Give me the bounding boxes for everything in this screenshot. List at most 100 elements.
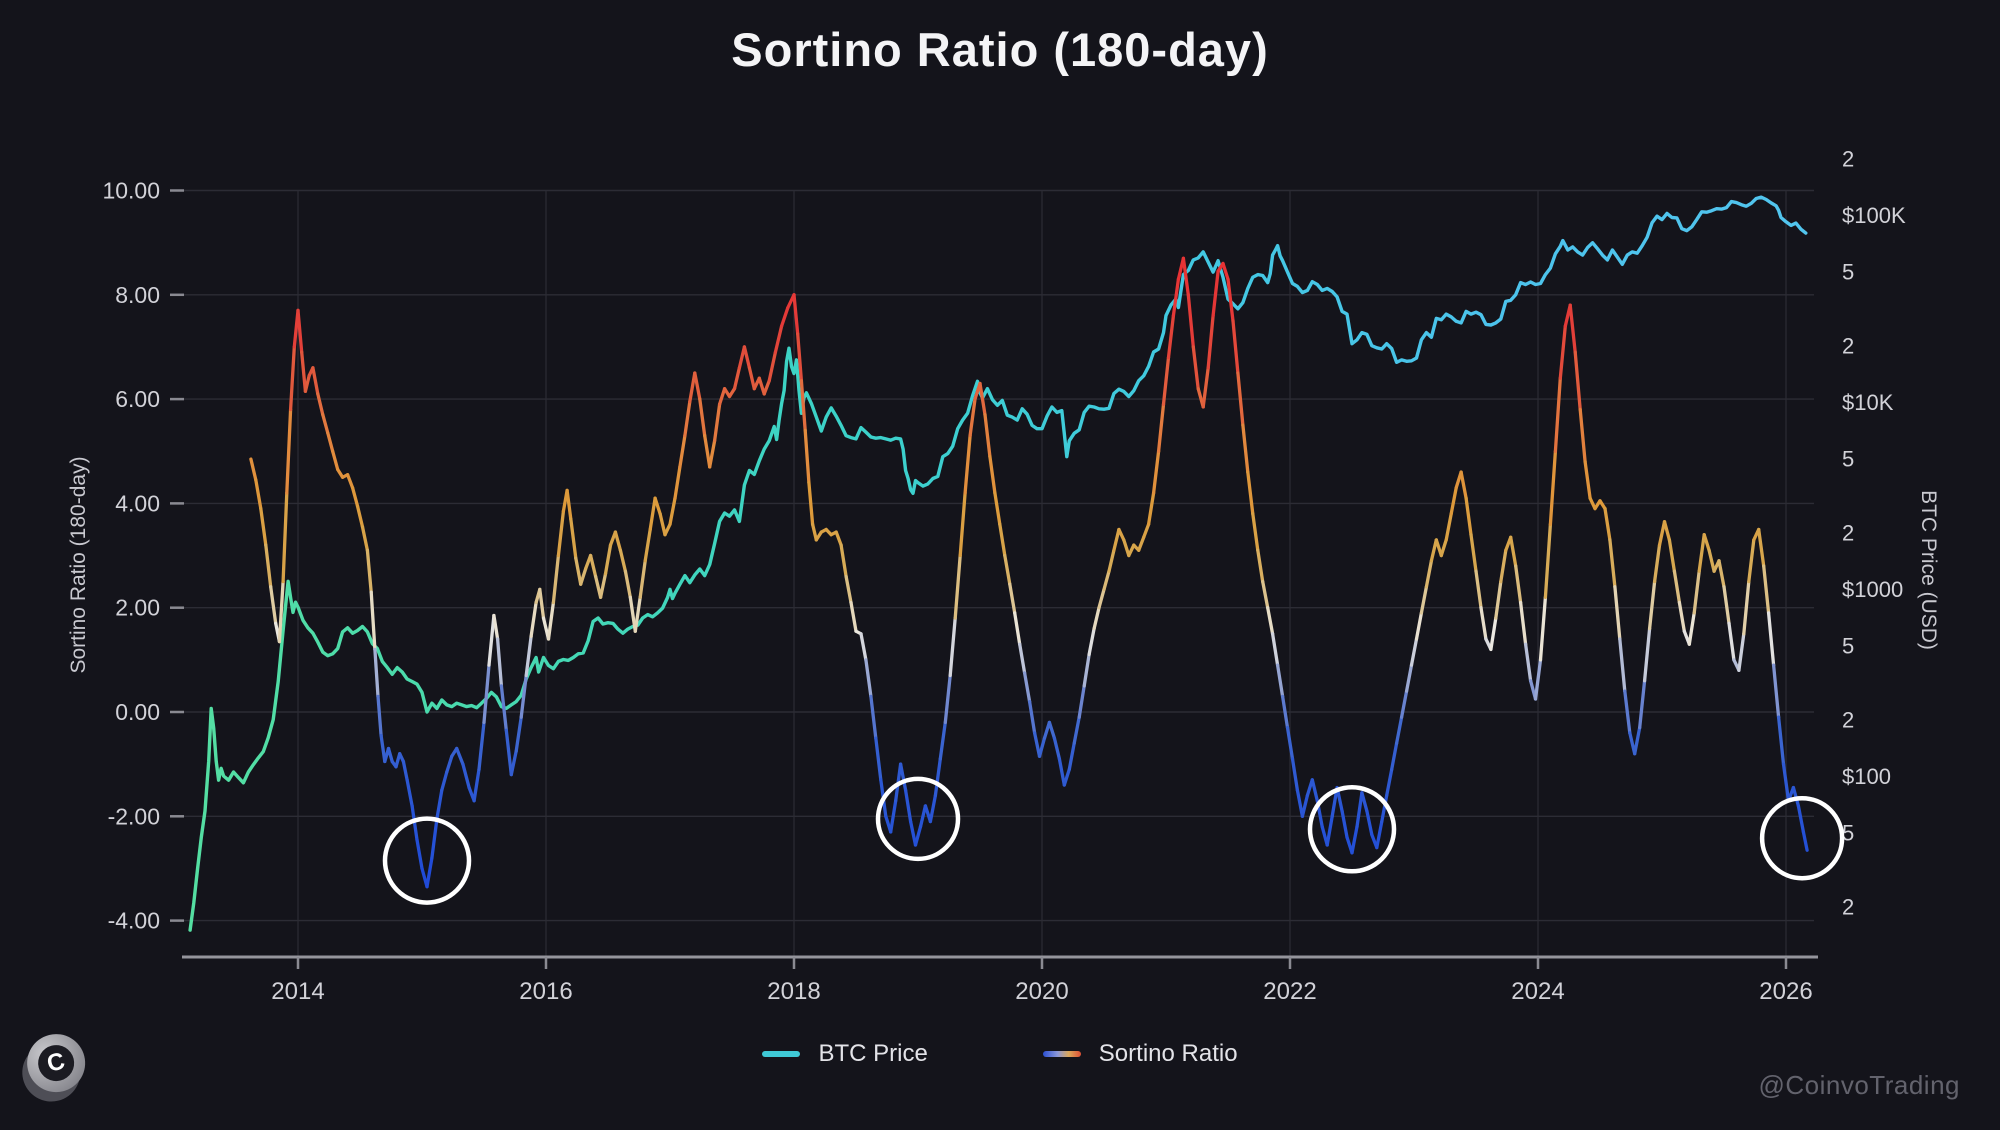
- sortino-segment: [1419, 585, 1429, 615]
- sortino-segment: [1623, 689, 1632, 735]
- sortino-segment: [613, 530, 623, 552]
- sortino-segment: [556, 509, 566, 558]
- sortino-segment: [864, 658, 873, 699]
- sortino-segment: [678, 433, 687, 469]
- sortino-segment: [889, 799, 898, 834]
- sortino-segment: [296, 308, 304, 354]
- sortino-segment: [668, 496, 677, 526]
- sortino-segment: [1553, 376, 1562, 453]
- annotation-circle-3: [1307, 785, 1397, 874]
- sortino-segment: [546, 600, 556, 641]
- sortino-segment: [1256, 548, 1265, 584]
- legend-item-btc-price: BTC Price: [762, 1040, 928, 1068]
- sortino-segment: [1603, 506, 1612, 542]
- sortino-segment: [1266, 606, 1275, 636]
- sortino-segment: [1062, 767, 1071, 787]
- x-tick-label-2016: 2016: [519, 978, 572, 1005]
- sortino-segment: [1022, 671, 1032, 704]
- sortino-segment: [1439, 538, 1448, 558]
- sortino-segment: [514, 715, 523, 753]
- sortino-segment: [415, 838, 424, 871]
- left-tick-label-6: 6.00: [115, 386, 160, 412]
- sortino-segment: [1350, 825, 1359, 855]
- sortino-segment: [908, 819, 918, 847]
- sortino-segment: [1474, 569, 1483, 610]
- sortino-segment: [913, 825, 923, 847]
- sortino-segment: [1578, 407, 1587, 464]
- sortino-segment: [803, 428, 811, 485]
- left-tick-label--4: -4.00: [108, 908, 160, 934]
- sortino-segment: [455, 746, 465, 766]
- sortino-segment: [529, 600, 538, 639]
- sortino-segment: [259, 506, 268, 547]
- sortino-segment: [1236, 371, 1245, 427]
- sortino-segment: [1662, 520, 1672, 542]
- sortino-segment: [1340, 809, 1349, 839]
- sortino-segment: [1142, 522, 1151, 539]
- sortino-segment: [779, 306, 790, 328]
- sortino-segment: [963, 433, 972, 495]
- sortino-segment: [1489, 616, 1498, 652]
- sortino-segment: [1573, 350, 1582, 412]
- sortino-segment: [565, 488, 573, 521]
- sortino-segment: [1290, 757, 1300, 792]
- sortino-segment: [1191, 345, 1200, 391]
- sortino-segment: [445, 754, 454, 774]
- sortino-segment: [767, 350, 778, 383]
- sortino-segment: [792, 293, 800, 336]
- sortino-segment: [1181, 256, 1190, 297]
- sortino-segment: [643, 527, 652, 563]
- sortino-segment: [435, 788, 444, 821]
- sortino-segment: [869, 694, 878, 740]
- sortino-segment: [799, 379, 807, 433]
- legend: BTC Price Sortino Ratio: [0, 1040, 2000, 1068]
- sortino-segment: [316, 392, 325, 417]
- sortino-segment: [773, 324, 784, 354]
- sortino-segment: [574, 556, 583, 586]
- sortino-segment: [1127, 543, 1136, 558]
- sortino-segment: [968, 397, 977, 438]
- sortino-segment: [1642, 626, 1652, 683]
- sortino-segment: [1394, 715, 1404, 745]
- legend-label-btc: BTC Price: [818, 1040, 928, 1067]
- sortino-segment: [762, 379, 771, 396]
- sortino-segment: [477, 720, 486, 772]
- sortino-segment: [1146, 491, 1156, 526]
- sortino-segment: [1032, 731, 1042, 758]
- sortino-segment: [1667, 538, 1677, 573]
- sortino-segment: [288, 345, 296, 412]
- sortino-segment: [551, 553, 561, 605]
- sortino-segment: [703, 433, 712, 469]
- sortino-segment: [1494, 579, 1503, 620]
- sortino-segment: [810, 522, 818, 542]
- sortino-segment: [1652, 543, 1662, 584]
- right-tick-label-11: 5: [1842, 820, 1854, 845]
- sortino-segment: [1246, 470, 1255, 516]
- sortino-segment: [1429, 538, 1438, 563]
- sortino-segment: [1241, 423, 1250, 474]
- sortino-segment: [757, 376, 766, 396]
- sortino-segment: [663, 522, 672, 537]
- sortino-segment: [1707, 548, 1716, 573]
- watermark: @CoinvoTrading: [1758, 1070, 1960, 1100]
- sortino-segment: [717, 387, 727, 406]
- sortino-segment: [355, 504, 365, 529]
- sortino-segment: [1717, 559, 1726, 589]
- x-tick-label-2018: 2018: [767, 978, 820, 1005]
- sortino-segment: [844, 574, 853, 605]
- sortino-segment: [1677, 600, 1686, 633]
- sortino-segment: [410, 804, 419, 842]
- sortino-segment: [1122, 538, 1131, 558]
- sortino-segment: [1251, 512, 1260, 552]
- sortino-segment: [1702, 533, 1711, 552]
- sortino-segment: [898, 762, 908, 792]
- sortino-segment: [1747, 538, 1756, 584]
- sortino-segment: [653, 496, 662, 516]
- sortino-segment: [1558, 324, 1567, 380]
- sortino-segment: [1543, 522, 1553, 599]
- sortino-segment: [1206, 314, 1215, 370]
- left-axis-title: Sortino Ratio (180-day): [67, 456, 90, 673]
- sortino-segment: [1156, 402, 1166, 453]
- sortino-segment: [1385, 767, 1394, 798]
